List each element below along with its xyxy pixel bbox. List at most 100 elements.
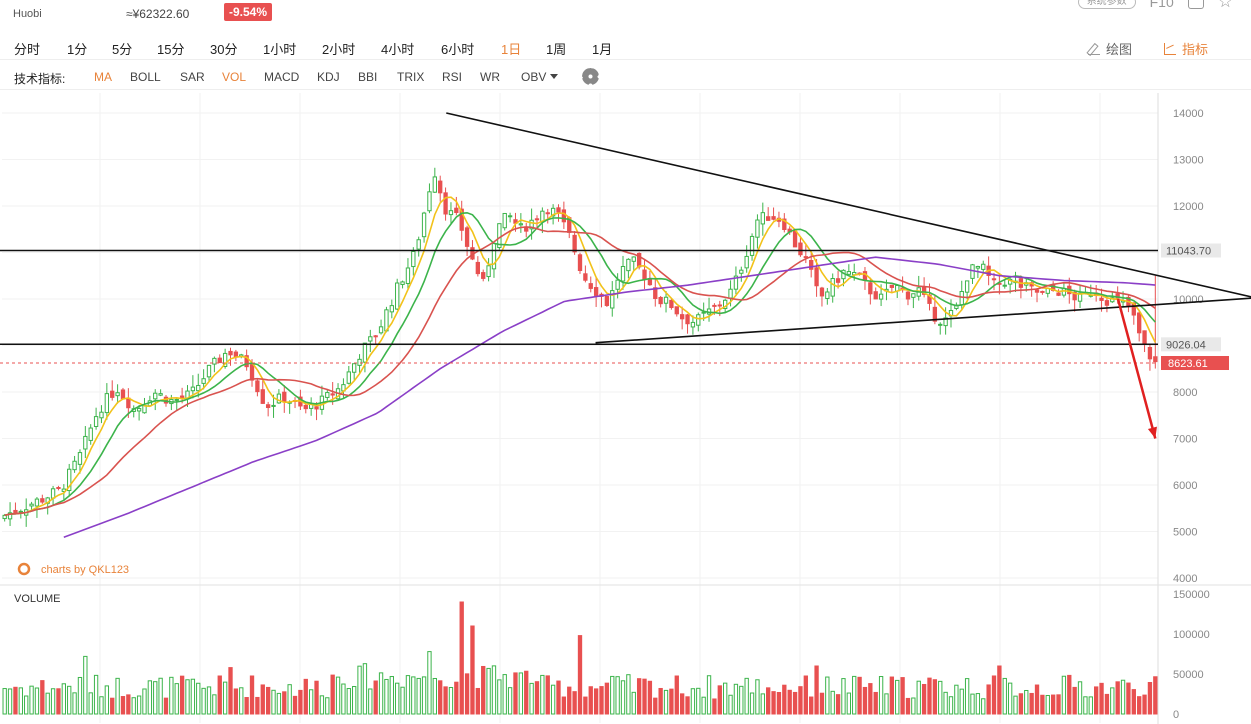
volume-bar bbox=[884, 693, 889, 715]
indicator-tab[interactable]: BBI bbox=[358, 70, 377, 84]
candle-body bbox=[212, 357, 217, 365]
candle-body bbox=[421, 212, 427, 238]
star-icon[interactable]: ☆ bbox=[1217, 0, 1233, 11]
gear-icon[interactable] bbox=[582, 68, 599, 85]
volume-bar bbox=[674, 675, 679, 715]
volume-bar bbox=[889, 676, 895, 715]
indicator-tab-label: MACD bbox=[264, 70, 300, 84]
candle-body bbox=[486, 265, 491, 278]
period-tab[interactable]: 6小时 bbox=[441, 42, 475, 57]
candle-body bbox=[766, 216, 771, 221]
period-tab[interactable]: 1小时 bbox=[263, 42, 297, 57]
param-button[interactable]: 系统参数 bbox=[1077, 0, 1136, 9]
candle-body bbox=[712, 304, 717, 307]
volume-bar bbox=[561, 696, 567, 715]
candle-body bbox=[690, 321, 696, 328]
volume-bar bbox=[610, 675, 615, 715]
candle-body bbox=[244, 355, 249, 368]
indicator-tab[interactable]: MA bbox=[94, 70, 112, 84]
candle-body bbox=[1137, 312, 1142, 334]
candle-body bbox=[905, 291, 911, 300]
indicator-tab[interactable]: RSI bbox=[442, 70, 462, 84]
period-tab[interactable]: 30分 bbox=[210, 42, 238, 57]
period-tab[interactable]: 1日 bbox=[501, 42, 522, 57]
volume-bar bbox=[88, 692, 93, 715]
chart-background bbox=[0, 93, 1251, 724]
volume-bar bbox=[878, 676, 884, 715]
volume-bar bbox=[1077, 681, 1083, 715]
price-tick-label: 4000 bbox=[1173, 573, 1197, 585]
indicator-tab[interactable]: OBV bbox=[521, 70, 559, 84]
candle-body bbox=[771, 216, 776, 220]
period-tab[interactable]: 4小时 bbox=[381, 42, 415, 57]
volume-bar bbox=[454, 681, 459, 715]
indicator-tab[interactable]: MACD bbox=[264, 70, 299, 84]
volume-bar bbox=[776, 691, 782, 715]
volume-label: VOLUME bbox=[14, 593, 60, 605]
fullscreen-label[interactable]: F10 bbox=[1149, 0, 1174, 10]
candle-body bbox=[481, 272, 486, 279]
volume-bar bbox=[276, 692, 282, 715]
candle-body bbox=[276, 393, 282, 404]
candle-body bbox=[943, 317, 948, 327]
volume-bar bbox=[421, 676, 427, 715]
volume-bar bbox=[120, 696, 126, 715]
period-tab[interactable]: 1分 bbox=[67, 42, 88, 57]
indicator-tab-label: BBI bbox=[358, 70, 378, 84]
candle-body bbox=[991, 278, 997, 281]
candle-body bbox=[93, 416, 99, 427]
candle-body bbox=[459, 208, 464, 231]
volume-bar bbox=[991, 675, 997, 715]
volume-bar bbox=[916, 680, 921, 715]
volume-bar bbox=[115, 677, 120, 715]
candle-body bbox=[529, 219, 534, 230]
period-tab[interactable]: 1周 bbox=[546, 42, 567, 57]
volume-bar bbox=[384, 678, 389, 715]
indicator-tab[interactable]: WR bbox=[480, 70, 500, 84]
volume-bar bbox=[599, 686, 604, 715]
indicator-tool[interactable]: 指标 bbox=[1164, 39, 1208, 58]
volume-bar bbox=[201, 687, 206, 715]
candle-body bbox=[190, 386, 196, 392]
candlestick-chart[interactable]: 1400013000120001100010000900080007000600… bbox=[0, 93, 1251, 724]
volume-tick-label: 0 bbox=[1173, 709, 1179, 721]
candle-body bbox=[222, 352, 228, 367]
indicator-tab[interactable]: BOLL bbox=[130, 70, 161, 84]
period-tab[interactable]: 1月 bbox=[592, 42, 613, 57]
volume-bar bbox=[825, 676, 830, 715]
candle-body bbox=[647, 278, 653, 286]
draw-tool[interactable]: 绘图 bbox=[1088, 39, 1132, 58]
indicator-tab[interactable]: TRIX bbox=[397, 70, 424, 84]
candle-body bbox=[921, 286, 927, 295]
volume-bar bbox=[72, 692, 77, 715]
volume-bar bbox=[497, 679, 502, 715]
volume-bar bbox=[29, 685, 34, 715]
volume-bar bbox=[432, 677, 437, 715]
period-tab[interactable]: 15分 bbox=[157, 42, 185, 57]
candle-body bbox=[115, 392, 120, 397]
volume-bar bbox=[852, 675, 857, 715]
volume-bar bbox=[427, 651, 432, 715]
volume-bar bbox=[830, 690, 835, 715]
share-icon[interactable] bbox=[1187, 0, 1204, 9]
volume-bar bbox=[174, 683, 179, 715]
candle-body bbox=[201, 378, 206, 384]
period-tab[interactable]: 2小时 bbox=[322, 42, 356, 57]
candle-body bbox=[604, 296, 610, 306]
period-tab[interactable]: 分时 bbox=[14, 42, 41, 57]
candle-body bbox=[1002, 284, 1007, 287]
volume-bar bbox=[169, 676, 174, 715]
indicator-tab[interactable]: VOL bbox=[222, 70, 246, 84]
indicator-tab[interactable]: SAR bbox=[180, 70, 205, 84]
volume-bar bbox=[739, 685, 744, 715]
indicator-tab[interactable]: KDJ bbox=[317, 70, 340, 84]
volume-bar bbox=[362, 663, 368, 715]
candle-body bbox=[620, 265, 626, 282]
volume-bar bbox=[212, 694, 217, 715]
volume-bar bbox=[491, 665, 497, 715]
volume-bar bbox=[701, 696, 706, 715]
period-tab[interactable]: 5分 bbox=[112, 42, 133, 57]
candle-body bbox=[679, 314, 685, 320]
volume-bar bbox=[895, 679, 900, 715]
candle-body bbox=[265, 404, 271, 409]
